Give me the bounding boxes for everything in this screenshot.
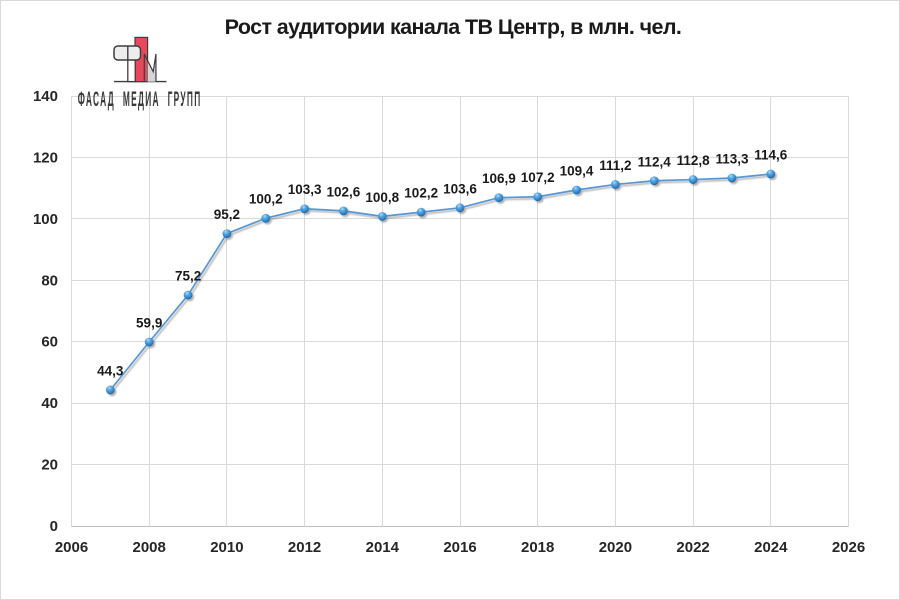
svg-text:59,9: 59,9 bbox=[136, 316, 162, 331]
svg-text:2010: 2010 bbox=[210, 539, 243, 556]
svg-text:40: 40 bbox=[41, 395, 58, 412]
svg-text:ФАСАД МЕДИА ГРУПП: ФАСАД МЕДИА ГРУПП bbox=[78, 89, 202, 111]
svg-text:140: 140 bbox=[33, 88, 58, 105]
svg-text:2026: 2026 bbox=[832, 539, 865, 556]
svg-text:2022: 2022 bbox=[676, 539, 709, 556]
svg-text:112,4: 112,4 bbox=[638, 154, 672, 169]
svg-text:2016: 2016 bbox=[443, 539, 476, 556]
svg-text:103,3: 103,3 bbox=[288, 182, 322, 197]
svg-text:112,8: 112,8 bbox=[677, 153, 711, 168]
svg-text:2012: 2012 bbox=[288, 539, 321, 556]
svg-text:2008: 2008 bbox=[133, 539, 166, 556]
svg-text:44,3: 44,3 bbox=[97, 363, 124, 378]
svg-text:114,6: 114,6 bbox=[754, 148, 788, 163]
svg-text:111,2: 111,2 bbox=[599, 158, 631, 173]
svg-text:Рост аудитории канала ТВ Центр: Рост аудитории канала ТВ Центр, в млн. ч… bbox=[225, 15, 682, 39]
svg-text:0: 0 bbox=[50, 518, 58, 535]
svg-text:109,4: 109,4 bbox=[560, 164, 594, 179]
svg-text:107,2: 107,2 bbox=[521, 170, 555, 185]
svg-text:2014: 2014 bbox=[366, 539, 400, 556]
svg-text:75,2: 75,2 bbox=[175, 269, 201, 284]
svg-text:2018: 2018 bbox=[521, 539, 554, 556]
svg-text:80: 80 bbox=[41, 272, 58, 289]
svg-text:102,2: 102,2 bbox=[404, 186, 438, 201]
svg-text:102,6: 102,6 bbox=[327, 184, 361, 199]
svg-text:2020: 2020 bbox=[599, 539, 632, 556]
svg-text:60: 60 bbox=[41, 334, 58, 351]
svg-text:95,2: 95,2 bbox=[214, 207, 240, 222]
svg-text:100,2: 100,2 bbox=[249, 192, 283, 207]
svg-text:103,6: 103,6 bbox=[443, 181, 477, 196]
svg-text:2006: 2006 bbox=[55, 539, 88, 556]
svg-text:113,3: 113,3 bbox=[715, 152, 749, 167]
svg-text:20: 20 bbox=[41, 457, 58, 474]
svg-text:120: 120 bbox=[33, 149, 58, 166]
svg-text:100: 100 bbox=[33, 211, 58, 228]
svg-text:106,9: 106,9 bbox=[482, 171, 516, 186]
svg-text:100,8: 100,8 bbox=[365, 190, 399, 205]
svg-text:2024: 2024 bbox=[754, 539, 788, 556]
